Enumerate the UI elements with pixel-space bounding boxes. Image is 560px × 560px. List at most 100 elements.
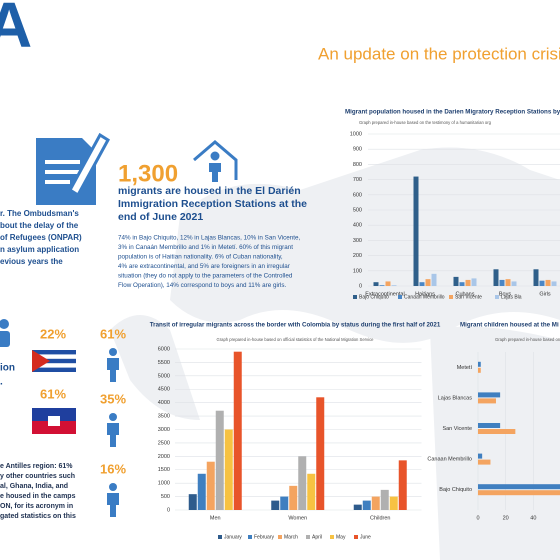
bar — [373, 282, 379, 286]
y-tick-label: 200 — [353, 253, 362, 259]
y-tick-label: Bajo Chiquito — [439, 487, 472, 493]
bar — [478, 361, 481, 367]
map-background — [110, 147, 560, 560]
y-tick-label: 5000 — [158, 373, 170, 379]
y-tick-label: 500 — [353, 207, 362, 213]
bar — [419, 282, 425, 286]
legend-swatch — [495, 295, 499, 299]
chart-subtitle: Graph prepared in-house based on — [495, 337, 560, 342]
bar — [551, 281, 557, 286]
legend-swatch — [248, 535, 252, 539]
left-text-line: n asylum application — [0, 245, 79, 254]
y-tick-label: 5500 — [158, 360, 170, 366]
legend-label: June — [360, 534, 371, 540]
bar — [380, 489, 389, 510]
chart-title: Transit of irregular migrants across the… — [150, 322, 441, 329]
legend-label: March — [284, 534, 298, 540]
legend-label: May — [336, 534, 346, 540]
bar — [478, 453, 483, 459]
bar — [307, 473, 316, 510]
headline-line: Immigration Reception Stations at the — [118, 198, 307, 210]
legend-label: February — [254, 534, 275, 540]
bar — [465, 279, 471, 286]
bar — [478, 367, 481, 373]
x-tick-label: 40 — [530, 515, 536, 521]
bar — [478, 484, 560, 490]
x-tick-label: Extracontinental — [365, 291, 404, 297]
text-fragment: . — [0, 377, 3, 388]
y-tick-label: 1500 — [158, 467, 170, 473]
y-tick-label: 6000 — [158, 346, 170, 352]
bottom-text-line: e Antilles region: 61% — [0, 463, 73, 470]
highlight-number: 1,300 — [118, 160, 178, 187]
left-text-line: of Refugees (ONPAR) — [0, 233, 82, 242]
legend-swatch — [330, 535, 334, 539]
haiti-percent: 61% — [40, 386, 66, 401]
bar — [316, 397, 325, 510]
bottom-text-line: al, Ghana, India, and — [0, 483, 68, 490]
x-tick-label: 20 — [503, 515, 509, 521]
headline-line: end of June 2021 — [118, 211, 203, 223]
y-tick-label: Lajas Blancas — [438, 395, 472, 401]
bars — [478, 361, 560, 496]
bar — [545, 279, 551, 286]
legend-label: Bajo Chiquito — [359, 294, 389, 300]
bar — [478, 429, 516, 434]
bottom-text-line: y other countries such — [0, 473, 75, 480]
page-title: An update on the protection crisis — [318, 44, 560, 63]
bar — [425, 279, 431, 286]
headline-line: migrants are housed in the El Darién — [118, 185, 301, 197]
y-tick-label: 700 — [353, 177, 362, 183]
y-tick-label: 100 — [353, 268, 362, 274]
x-tick-label: Girls — [539, 291, 551, 297]
person-icon-left — [0, 319, 10, 347]
bar — [478, 398, 496, 404]
person-icon — [107, 358, 119, 382]
chart-subtitle: Graph prepared in-house based on the tes… — [359, 120, 492, 125]
person-icon — [107, 493, 119, 517]
y-tick-label: 4500 — [158, 387, 170, 393]
cuba-flag — [32, 350, 76, 372]
legend-label: January — [224, 534, 242, 540]
document-icon — [36, 132, 110, 205]
y-tick-label: 2500 — [158, 440, 170, 446]
person-icon — [107, 423, 119, 447]
x-tick-label: Women — [288, 515, 307, 521]
bar — [298, 456, 307, 510]
bar — [271, 500, 280, 510]
house-person-icon — [193, 140, 238, 182]
bar — [511, 281, 517, 286]
left-text-line: evious years the — [0, 257, 63, 266]
bar — [206, 461, 215, 510]
legend-swatch — [278, 535, 282, 539]
body-line: 4% are extracontinental, and 5% are fore… — [118, 263, 290, 270]
bar — [224, 429, 233, 510]
bar — [197, 473, 206, 510]
people-percent: 16% — [100, 461, 126, 476]
legend-swatch — [449, 295, 453, 299]
y-tick-label: San Vicente — [442, 426, 472, 432]
legend-label: April — [312, 534, 322, 540]
haiti-flag — [32, 408, 76, 434]
legend-swatch — [218, 535, 222, 539]
body-line: population is of Haitian nationality. 6%… — [118, 254, 283, 261]
x-tick-label: Haitians — [415, 291, 435, 297]
bar — [431, 273, 437, 286]
x-tick-label: Cubans — [456, 291, 475, 297]
bar — [493, 269, 499, 286]
bar — [478, 392, 501, 398]
y-tick-label: 400 — [353, 223, 362, 229]
bar — [478, 459, 491, 465]
bar — [289, 485, 298, 510]
y-tick-label: 0 — [167, 507, 170, 513]
x-tick-label: 0 — [476, 515, 479, 521]
bar — [453, 276, 459, 286]
bottom-text-line: gated statistics on this — [0, 513, 76, 520]
person-icon — [109, 483, 117, 491]
bar — [471, 278, 477, 286]
bar — [215, 410, 224, 510]
x-tick-label: Men — [210, 515, 221, 521]
y-tick-label: 600 — [353, 192, 362, 198]
body-line: 3% in Canaán Membrillo and 1% in Metetí.… — [118, 244, 293, 251]
bar — [371, 496, 380, 510]
